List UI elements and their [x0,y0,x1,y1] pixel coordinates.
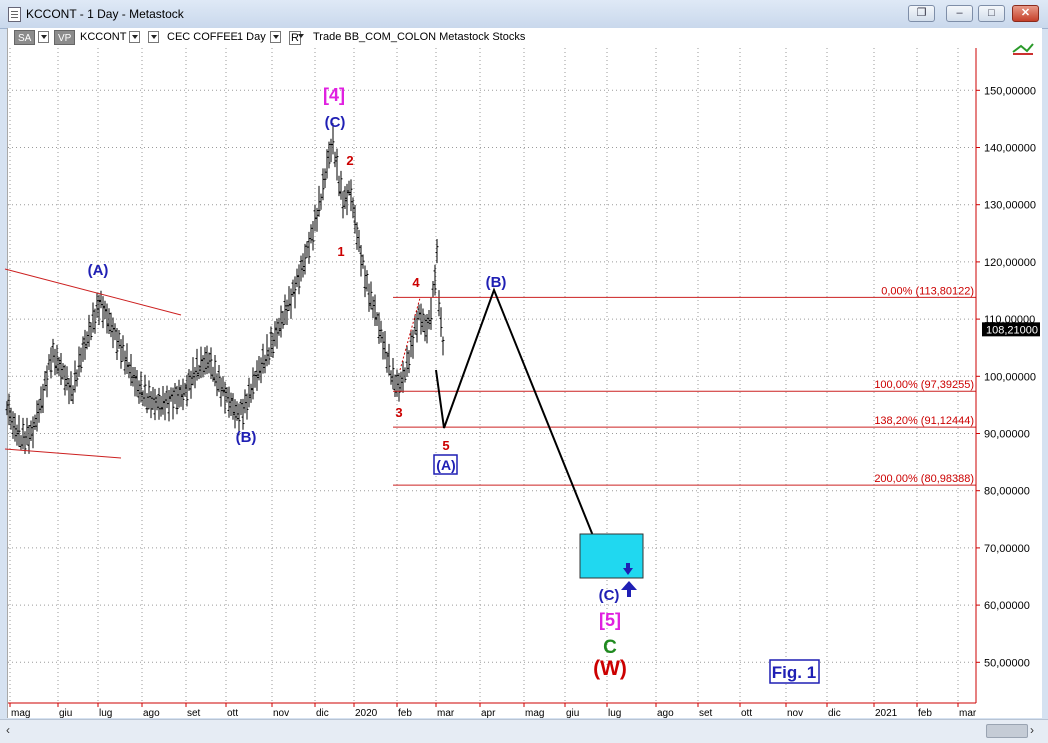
y-tick-label: 90,00000 [984,429,1030,441]
close-button[interactable]: ✕ [1012,5,1039,22]
window-title: KCCONT - 1 Day - Metastock [26,7,184,21]
chart-grid [8,48,976,703]
period-label: 1 Day [237,31,266,43]
x-tick-label: 2020 [355,708,378,719]
wave-1-label: 1 [337,244,344,259]
down-arrow-icon [623,568,633,575]
wave-w-label: (W) [593,657,627,680]
y-tick-label: 150,00000 [984,85,1036,97]
vp-button[interactable]: VP [54,30,76,45]
wave-dotted-line [399,297,421,371]
x-tick-label: mar [959,708,977,719]
up-arrow-stem [627,589,631,597]
x-tick-label: ott [227,708,238,719]
wave-b-left-label: (B) [236,429,257,446]
current-price-label: 108,21000 [986,324,1038,336]
x-tick-label: dic [828,708,841,719]
minimize-button[interactable]: – [946,5,973,22]
r-dropdown-icon[interactable] [296,31,307,43]
y-tick-label: 50,00000 [984,657,1030,669]
x-tick-label: nov [273,708,289,719]
x-tick-label: feb [918,708,932,719]
upper-trendline [4,268,182,316]
wave-5-label: [5] [599,610,621,630]
wave-2-label: 2 [346,153,353,168]
x-tick-label: set [699,708,713,719]
y-tick-label: 130,00000 [984,200,1036,212]
y-tick-label: 100,00000 [984,371,1036,383]
symbol-dropdown-icon[interactable] [129,31,140,43]
restore-button[interactable]: ❐ [908,5,935,22]
wave-c-green-label: C [603,637,617,658]
wave-4-label: [4] [323,85,345,105]
x-tick-label: lug [99,708,112,719]
sa-dropdown-icon[interactable] [38,31,49,43]
wave-4-minor-label: 4 [412,275,420,290]
up-arrow-icon [621,581,637,590]
x-tick-label: lug [608,708,621,719]
y-tick-label: 70,00000 [984,543,1030,555]
wave-c-upper-label: (C) [325,114,346,131]
figure-label: Fig. 1 [772,663,816,682]
name-dropdown-icon[interactable] [148,31,159,43]
x-tick-label: giu [59,708,72,719]
wave-a-boxed-label: (A) [436,457,455,473]
horizontal-scrollbar[interactable]: ‹ › [0,719,1048,743]
lower-trendline [4,448,122,459]
r-button[interactable]: R [289,31,301,45]
x-tick-label: mag [525,708,544,719]
projection-path [435,287,611,579]
current-price-box [982,322,1040,337]
x-tick-label: mag [11,708,30,719]
y-tick-label: 140,00000 [984,143,1036,155]
x-tick-label: ago [657,708,674,719]
target-zone-box [579,533,644,579]
x-tick-label: apr [481,708,496,719]
x-tick-label: ott [741,708,752,719]
fib-level-label: 200,00% (80,98388) [874,473,974,485]
x-tick-label: 2021 [875,708,898,719]
scroll-thumb[interactable] [986,724,1028,738]
security-name: CEC COFFEE [167,31,238,43]
x-axis: mag giu lug ago set ott nov dic 2020 feb mar apr mag… [8,702,977,719]
wave-a-box [433,454,458,475]
scroll-left-icon[interactable]: ‹ [6,723,10,737]
maximize-button[interactable]: □ [978,5,1005,22]
fib-level-label: 100,00% (97,39255) [874,379,974,391]
x-tick-label: giu [566,708,579,719]
y-tick-label: 120,00000 [984,257,1036,269]
wave-c-lower-label: (C) [599,587,620,604]
x-tick-label: nov [787,708,803,719]
x-tick-label: set [187,708,201,719]
wave-a-left-label: (A) [88,262,109,279]
wave-5-minor-label: 5 [442,438,449,453]
wave-b-right-label: (B) [486,274,507,291]
scroll-right-icon[interactable]: › [1030,723,1034,737]
chart-overlay: 0,00% (113,80122) 100,00% (97,39255) 138,2… [4,43,1034,684]
toolbar-info: Trade BB_COM_COLON Metastock Stocks [313,31,526,43]
wave-3-label: 3 [395,405,402,420]
period-dropdown-icon[interactable] [270,31,281,43]
trend-icon [1012,43,1034,53]
fib-level-label: 0,00% (113,80122) [881,285,974,297]
fib-level-label: 138,20% (91,12444) [874,415,974,427]
symbol-label: KCCONT [80,31,127,43]
price-bars [5,123,445,454]
y-tick-label: 60,00000 [984,600,1030,612]
x-tick-label: ago [143,708,160,719]
x-tick-label: mar [437,708,455,719]
x-tick-label: feb [398,708,412,719]
figure-label-box [769,659,820,684]
down-arrow-stem [626,563,630,569]
y-tick-label: 80,00000 [984,486,1030,498]
y-axis: 150,00000140,00000130,00000120,00000110,… [975,48,1040,703]
x-tick-label: dic [316,708,329,719]
sa-button[interactable]: SA [14,30,36,45]
document-icon [8,7,21,22]
